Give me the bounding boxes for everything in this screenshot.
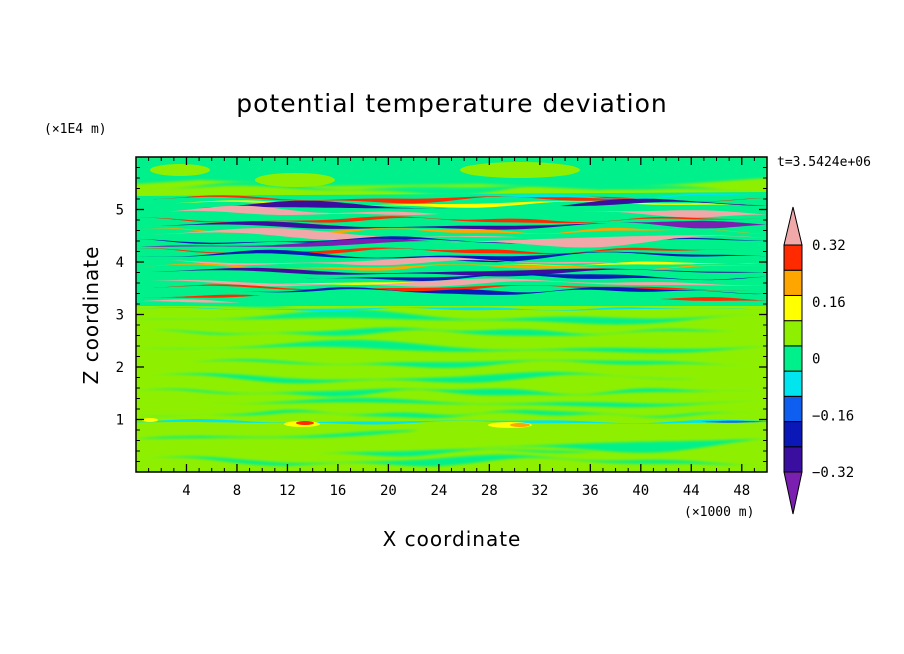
contour-patch-light-green xyxy=(255,173,335,187)
contour-band-violet xyxy=(560,198,767,207)
contour-band-sea-green xyxy=(136,409,767,418)
colorbar-tick-label: −0.32 xyxy=(812,465,854,481)
contour-band-pink xyxy=(136,299,240,303)
x-axis-unit: (×1000 m) xyxy=(684,505,754,520)
contour-band-pink xyxy=(430,235,767,248)
contour-patch-red xyxy=(296,421,314,425)
contour-band-navy xyxy=(240,287,767,295)
contour-band-pink xyxy=(136,278,767,287)
contour-band-sea-green xyxy=(470,438,767,453)
contour-band-sea-green xyxy=(200,397,767,408)
contour-band-red xyxy=(660,297,767,301)
contour-band-sea-green xyxy=(300,448,600,457)
contour-band-sea-green xyxy=(136,309,767,325)
contour-band-sea-green xyxy=(136,430,420,439)
x-tick-label: 16 xyxy=(329,483,346,499)
contour-band-cyan xyxy=(136,307,767,312)
contour-band-red xyxy=(150,195,767,204)
colorbar-tick-label: 0.16 xyxy=(812,295,846,311)
contour-band-yellow xyxy=(500,261,767,266)
y-axis-unit: (×1E4 m) xyxy=(44,122,107,137)
y-tick-label: 4 xyxy=(116,255,124,271)
contour-patch-yellow xyxy=(142,418,158,422)
chart-title: potential temperature deviation xyxy=(236,89,667,118)
x-tick-label: 48 xyxy=(733,483,750,499)
x-tick-label: 8 xyxy=(233,483,241,499)
colorbar-extend-min xyxy=(783,471,803,515)
x-tick-label: 24 xyxy=(430,483,447,499)
colorbar-swatch xyxy=(783,370,803,397)
colorbar-extend-max xyxy=(783,206,803,246)
x-tick-label: 4 xyxy=(182,483,190,499)
contour-band-yellow xyxy=(250,281,420,285)
contour-band-navy xyxy=(300,274,767,281)
contour-band-red xyxy=(136,216,767,224)
contour-band-purple xyxy=(140,238,430,247)
colorbar-swatch xyxy=(783,446,803,473)
contour-band-sea-green xyxy=(136,339,767,353)
contour-band-cyan xyxy=(136,419,767,425)
contour-band-pink xyxy=(170,257,620,266)
contour-band-sea-green xyxy=(136,454,767,467)
contour-band-pink xyxy=(150,228,520,241)
y-tick-label: 2 xyxy=(116,360,124,376)
contour-band-violet xyxy=(136,267,767,277)
x-tick-label: 12 xyxy=(279,483,296,499)
contour-band-red xyxy=(136,284,767,292)
plot-area xyxy=(136,157,767,472)
colorbar-swatch xyxy=(783,294,803,322)
x-tick-label: 36 xyxy=(582,483,599,499)
colorbar-swatch xyxy=(783,269,803,296)
contour-band-pink xyxy=(170,205,440,215)
contour-band-violet xyxy=(136,221,620,230)
time-label: t=3.5424e+06 xyxy=(777,155,871,170)
colorbar-swatch xyxy=(783,345,803,372)
x-tick-label: 28 xyxy=(481,483,498,499)
colorbar-tick-label: 0 xyxy=(812,352,820,368)
colorbar-swatch xyxy=(783,244,803,271)
colorbar-tick-label: 0.32 xyxy=(812,238,846,254)
colorbar-tick-label: −0.16 xyxy=(812,408,854,424)
contour-band-sea-green xyxy=(136,371,700,384)
contour-band-navy xyxy=(136,249,767,263)
colorbar-swatch xyxy=(783,395,803,423)
contour-band-pink xyxy=(580,210,767,218)
x-tick-label: 20 xyxy=(380,483,397,499)
x-tick-label: 40 xyxy=(632,483,649,499)
contour-band-red xyxy=(136,294,260,298)
x-tick-label: 44 xyxy=(683,483,700,499)
y-axis-label: Z coordinate xyxy=(79,246,103,385)
colorbar-swatch xyxy=(783,320,803,347)
contour-band-sea-green xyxy=(136,388,767,397)
y-tick-label: 1 xyxy=(116,413,124,429)
y-axis-ticks: 1 2 3 4 5 xyxy=(116,167,767,462)
y-tick-label: 3 xyxy=(116,308,124,324)
contour-band-cyan xyxy=(420,193,767,199)
contour-band-blue xyxy=(700,420,767,423)
contour-band-sea-green xyxy=(180,359,767,368)
contour-band-violet xyxy=(200,200,450,209)
y-tick-label: 5 xyxy=(116,203,124,219)
colorbar-swatch xyxy=(783,421,803,448)
contour-band-purple xyxy=(620,220,767,229)
contour-band-sea-green xyxy=(150,327,740,336)
contour-patch-light-green xyxy=(460,162,580,178)
x-axis-label: X coordinate xyxy=(383,527,522,551)
contour-fill xyxy=(136,157,767,467)
contour-patch-orange xyxy=(510,423,530,427)
contour-patch-light-green xyxy=(150,164,210,176)
x-axis-ticks: 4 8 12 16 20 24 28 32 36 40 44 48 xyxy=(148,157,755,499)
colorbar: 0.32 0.16 0 −0.16 −0.32 xyxy=(783,206,854,515)
x-tick-label: 32 xyxy=(531,483,548,499)
